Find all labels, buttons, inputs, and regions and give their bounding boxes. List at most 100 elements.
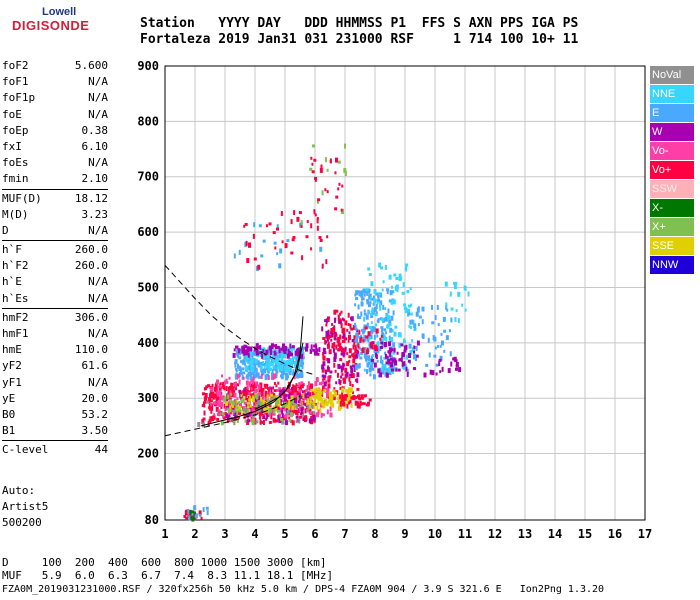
- data-point: [238, 389, 242, 393]
- param-row: foEp 0.38: [2, 123, 108, 139]
- data-point: [415, 311, 419, 317]
- data-point: [291, 345, 295, 349]
- data-point: [259, 385, 263, 391]
- data-point: [241, 359, 245, 365]
- data-point: [266, 413, 270, 417]
- data-point: [255, 367, 258, 373]
- data-point: [362, 297, 365, 301]
- data-point: [275, 401, 279, 407]
- data-point: [235, 374, 239, 380]
- data-point: [375, 311, 378, 315]
- data-point: [275, 227, 279, 231]
- data-point: [384, 316, 388, 322]
- data-point: [411, 339, 414, 343]
- data-point: [249, 346, 253, 352]
- data-point: [251, 372, 255, 376]
- data-point: [368, 336, 371, 340]
- data-point: [255, 404, 258, 408]
- data-point: [233, 382, 236, 386]
- data-point: [198, 510, 202, 516]
- data-point: [390, 364, 394, 368]
- data-point: [283, 401, 287, 407]
- data-point: [314, 402, 317, 406]
- data-point: [308, 418, 311, 424]
- data-point: [363, 334, 367, 338]
- data-point: [421, 333, 425, 339]
- data-point: [360, 351, 364, 355]
- data-point: [260, 412, 263, 416]
- data-point: [281, 404, 285, 408]
- data-point: [234, 400, 237, 406]
- data-point: [322, 385, 325, 391]
- data-point: [348, 355, 352, 359]
- data-point: [403, 361, 406, 365]
- data-point: [347, 387, 351, 391]
- polarization-legend: NoVal NNE E W Vo- Vo+ SSW X- X+ SSE NNW: [650, 66, 694, 275]
- data-point: [377, 318, 380, 324]
- data-point: [339, 365, 342, 369]
- param-name: h`Es: [2, 291, 29, 305]
- data-point: [348, 376, 351, 382]
- data-point: [192, 517, 195, 521]
- data-point: [370, 328, 374, 334]
- data-point: [302, 400, 305, 406]
- data-point: [342, 350, 346, 356]
- data-point: [339, 386, 343, 390]
- data-point: [349, 400, 352, 404]
- data-point: [450, 307, 454, 311]
- data-point: [386, 355, 389, 359]
- data-point: [350, 367, 354, 373]
- data-point: [351, 383, 354, 387]
- data-point: [235, 369, 238, 373]
- data-point: [228, 411, 232, 415]
- data-point: [342, 377, 346, 381]
- data-point: [224, 414, 227, 418]
- data-point: [398, 343, 401, 349]
- data-point: [307, 384, 310, 390]
- curve-dashed-lower: [164, 395, 301, 437]
- data-point: [277, 361, 281, 367]
- data-point: [288, 392, 292, 396]
- data-point: [356, 403, 360, 409]
- data-point: [260, 396, 263, 402]
- data-point: [378, 262, 382, 268]
- param-name: hmF1: [2, 327, 29, 340]
- param-name: hmF2: [2, 310, 29, 324]
- data-point: [453, 281, 457, 285]
- data-point: [445, 305, 448, 311]
- data-point: [392, 310, 395, 316]
- data-point: [344, 394, 348, 398]
- data-point: [409, 319, 412, 325]
- data-point: [405, 263, 409, 267]
- data-point: [214, 383, 218, 387]
- data-point: [300, 220, 303, 226]
- data-point: [244, 419, 247, 423]
- data-point: [252, 368, 256, 374]
- data-point: [240, 368, 243, 374]
- data-point: [389, 347, 393, 353]
- data-point: [282, 348, 286, 352]
- data-point: [321, 389, 324, 393]
- data-point: [359, 356, 363, 360]
- data-point: [289, 403, 292, 409]
- data-point: [331, 334, 334, 338]
- data-point: [292, 347, 296, 351]
- data-point: [346, 328, 349, 332]
- data-point: [243, 355, 247, 361]
- data-point: [438, 358, 442, 362]
- data-point: [284, 407, 287, 411]
- data-point: [348, 359, 351, 363]
- data-point: [389, 369, 392, 373]
- data-point: [218, 402, 222, 408]
- data-point: [268, 362, 271, 368]
- data-point: [366, 299, 370, 303]
- data-point: [390, 285, 393, 289]
- data-point: [232, 420, 236, 424]
- data-point: [273, 350, 276, 356]
- param-row: C-level 44: [2, 442, 108, 458]
- data-point: [298, 382, 301, 388]
- data-point: [203, 404, 206, 408]
- data-point: [461, 303, 464, 307]
- data-point: [332, 389, 336, 393]
- data-point: [240, 394, 243, 398]
